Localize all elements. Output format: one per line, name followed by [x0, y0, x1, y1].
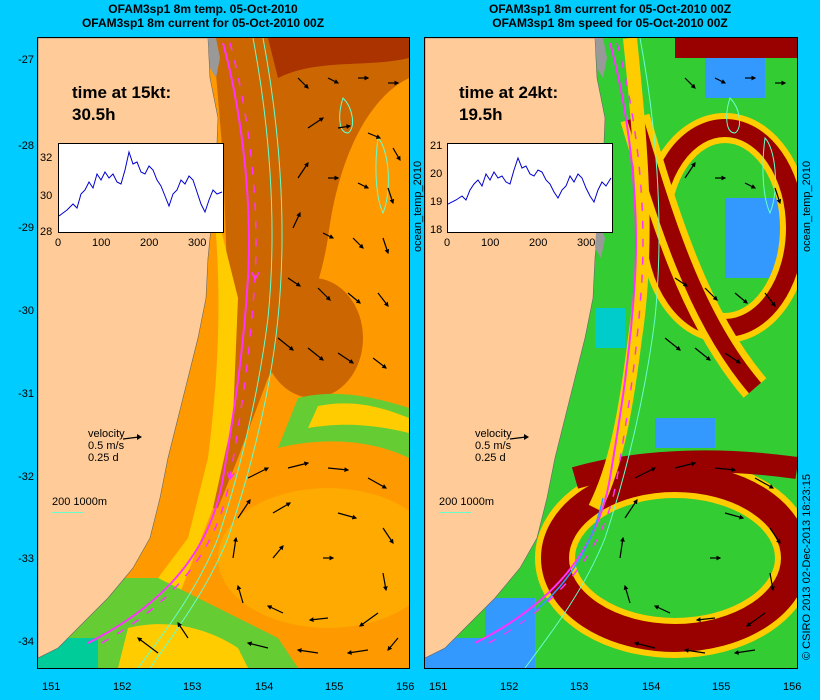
- x-tick: 156: [783, 681, 802, 693]
- y-tick: -28: [18, 140, 34, 152]
- left-temperature-map: time at 15kt: 30.5h velocity 0.5 m/s 0.2…: [37, 37, 410, 669]
- x-tick: 155: [712, 681, 731, 693]
- y-tick: -29: [18, 222, 34, 234]
- right-panel-title: OFAM3sp1 8m current for 05-Oct-2010 00Z …: [440, 2, 780, 30]
- velocity-label: velocity: [88, 428, 125, 440]
- left-title-line1: OFAM3sp1 8m temp. 05-Oct-2010: [108, 2, 298, 16]
- right-inset-ytick: 21: [430, 140, 443, 152]
- left-inset-ytick: 30: [40, 190, 53, 202]
- left-inset-timeseries: [58, 143, 224, 233]
- right-title-line2: OFAM3sp1 8m speed for 05-Oct-2010 00Z: [492, 16, 728, 30]
- right-time-readout: time at 24kt: 19.5h: [459, 82, 558, 126]
- x-tick: 152: [113, 681, 132, 693]
- left-time-value: 30.5h: [72, 105, 116, 124]
- right-side-label: ocean_temp_2010: [801, 160, 813, 252]
- velocity-arrows: [137, 75, 401, 655]
- x-tick: 152: [500, 681, 519, 693]
- credit-stamp: © CSIRO 2013 02-Dec-2013 18:23:15: [801, 473, 813, 660]
- x-tick: 151: [42, 681, 61, 693]
- y-tick: -34: [18, 636, 34, 648]
- left-contour-legend: 200 1000m: [52, 496, 108, 508]
- right-inset-timeseries: [447, 143, 613, 233]
- right-inset-xtick: 300: [577, 237, 596, 249]
- y-tick: -27: [18, 54, 34, 66]
- velocity-days: 0.25 d: [475, 452, 506, 464]
- contour-line-icon: [52, 512, 84, 513]
- right-inset-xtick: 0: [444, 237, 451, 249]
- left-time-label: time at 15kt:: [72, 83, 172, 102]
- x-tick: 154: [255, 681, 274, 693]
- velocity-arrow-icon: [510, 434, 529, 440]
- left-time-readout: time at 15kt: 30.5h: [72, 82, 171, 126]
- x-tick: 155: [325, 681, 344, 693]
- right-inset-ytick: 20: [430, 168, 443, 180]
- y-tick: -33: [18, 553, 34, 565]
- right-inset-xtick: 100: [481, 237, 500, 249]
- right-map-graphic: [425, 38, 797, 668]
- left-inset-xtick: 0: [55, 237, 62, 249]
- left-panel-title: OFAM3sp1 8m temp. 05-Oct-2010 OFAM3sp1 8…: [48, 2, 358, 30]
- velocity-speed: 0.5 m/s: [475, 440, 512, 452]
- y-tick: -30: [18, 305, 34, 317]
- left-inset-xtick: 100: [92, 237, 111, 249]
- left-inset-xtick: 200: [140, 237, 159, 249]
- y-tick: -31: [18, 388, 34, 400]
- right-speed-map: time at 24kt: 19.5h velocity 0.5 m/s 0.2…: [424, 37, 798, 669]
- right-title-line1: OFAM3sp1 8m current for 05-Oct-2010 00Z: [488, 2, 732, 16]
- velocity-label: velocity: [475, 428, 512, 440]
- x-tick: 154: [642, 681, 661, 693]
- left-inset-graphic: [58, 150, 223, 217]
- right-velocity-legend: velocity 0.5 m/s 0.25 d: [475, 428, 512, 464]
- left-side-label: ocean_temp_2010: [412, 160, 424, 252]
- left-inset-ytick: 28: [40, 226, 53, 238]
- y-tick: -32: [18, 471, 34, 483]
- velocity-arrows: [619, 75, 787, 655]
- right-inset-ytick: 18: [430, 224, 443, 236]
- left-inset-ytick: 32: [40, 152, 53, 164]
- x-tick: 156: [396, 681, 415, 693]
- right-contour-legend: 200 1000m: [439, 496, 495, 508]
- right-inset-graphic: [447, 156, 612, 205]
- contour-line-icon: [439, 512, 471, 513]
- left-inset-xtick: 300: [188, 237, 207, 249]
- left-velocity-legend: velocity 0.5 m/s 0.25 d: [88, 428, 125, 464]
- velocity-arrow-icon: [123, 434, 142, 440]
- velocity-speed: 0.5 m/s: [88, 440, 125, 452]
- left-title-line2: OFAM3sp1 8m current for 05-Oct-2010 00Z: [81, 16, 325, 30]
- left-map-graphic: [38, 38, 409, 668]
- right-inset-ytick: 19: [430, 196, 443, 208]
- x-tick: 153: [570, 681, 589, 693]
- right-time-value: 19.5h: [459, 105, 503, 124]
- x-tick: 151: [429, 681, 448, 693]
- right-inset-xtick: 200: [529, 237, 548, 249]
- right-time-label: time at 24kt:: [459, 83, 559, 102]
- velocity-days: 0.25 d: [88, 452, 119, 464]
- x-tick: 153: [183, 681, 202, 693]
